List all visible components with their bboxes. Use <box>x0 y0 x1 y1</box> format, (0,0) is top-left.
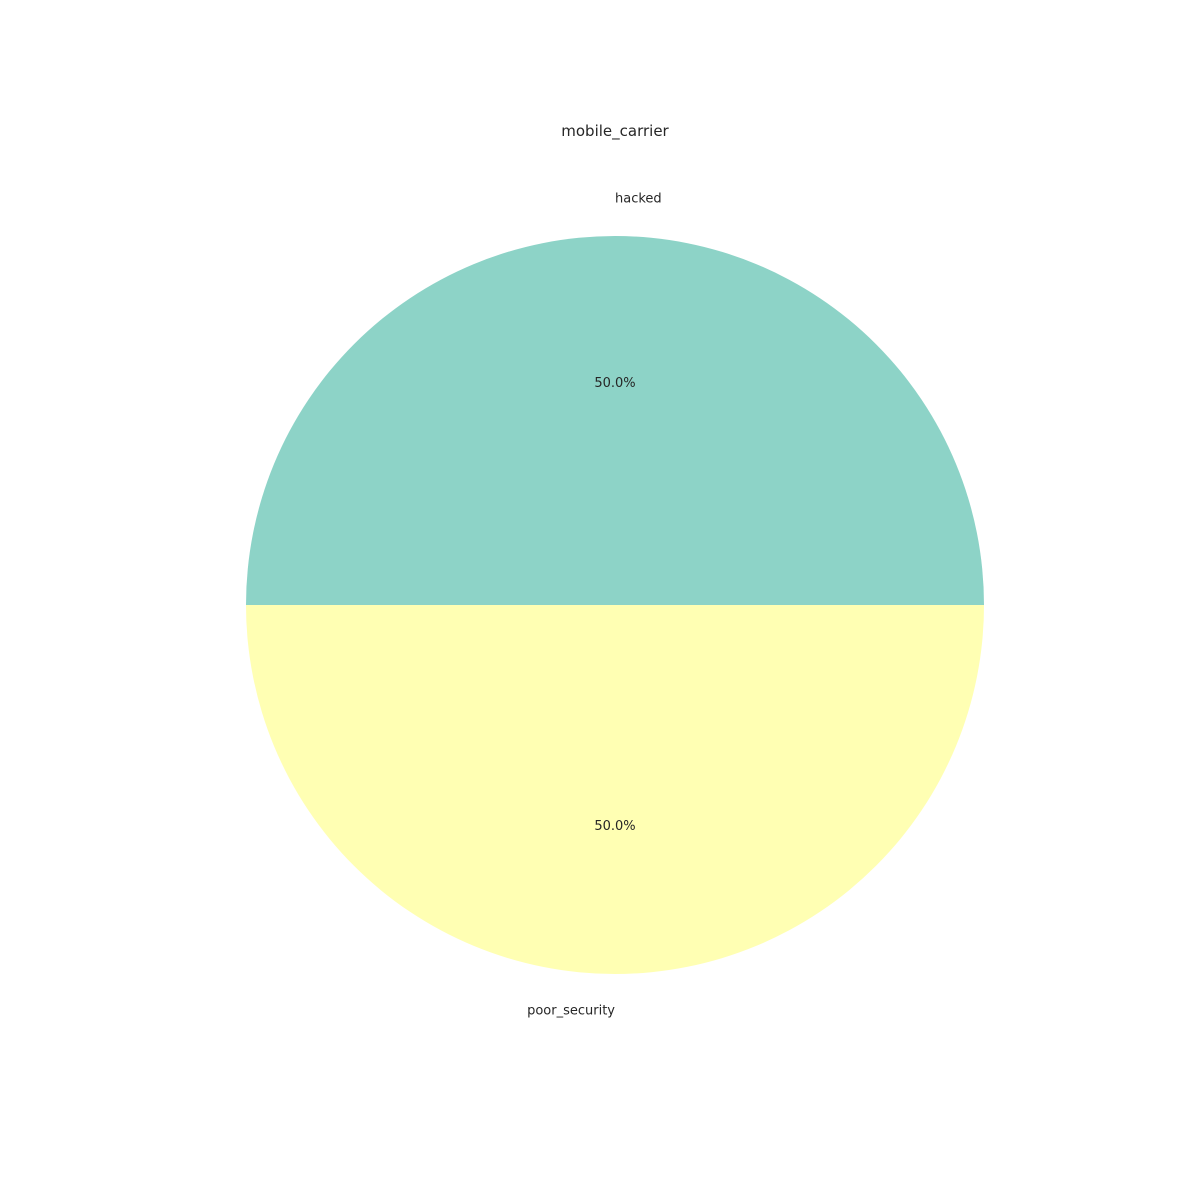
pie-labels: hacked 50.0% poor_security 50.0% <box>527 192 662 1019</box>
slice-label-hacked: hacked <box>615 192 662 207</box>
pie-slices <box>246 236 984 974</box>
pie-slice-hacked <box>246 236 984 605</box>
slice-percent-hacked: 50.0% <box>594 376 635 391</box>
slice-label-poor-security: poor_security <box>527 1003 615 1018</box>
pie-slice-poor-security <box>246 605 984 974</box>
chart-title: mobile_carrier <box>561 122 669 141</box>
slice-percent-poor-security: 50.0% <box>594 819 635 834</box>
